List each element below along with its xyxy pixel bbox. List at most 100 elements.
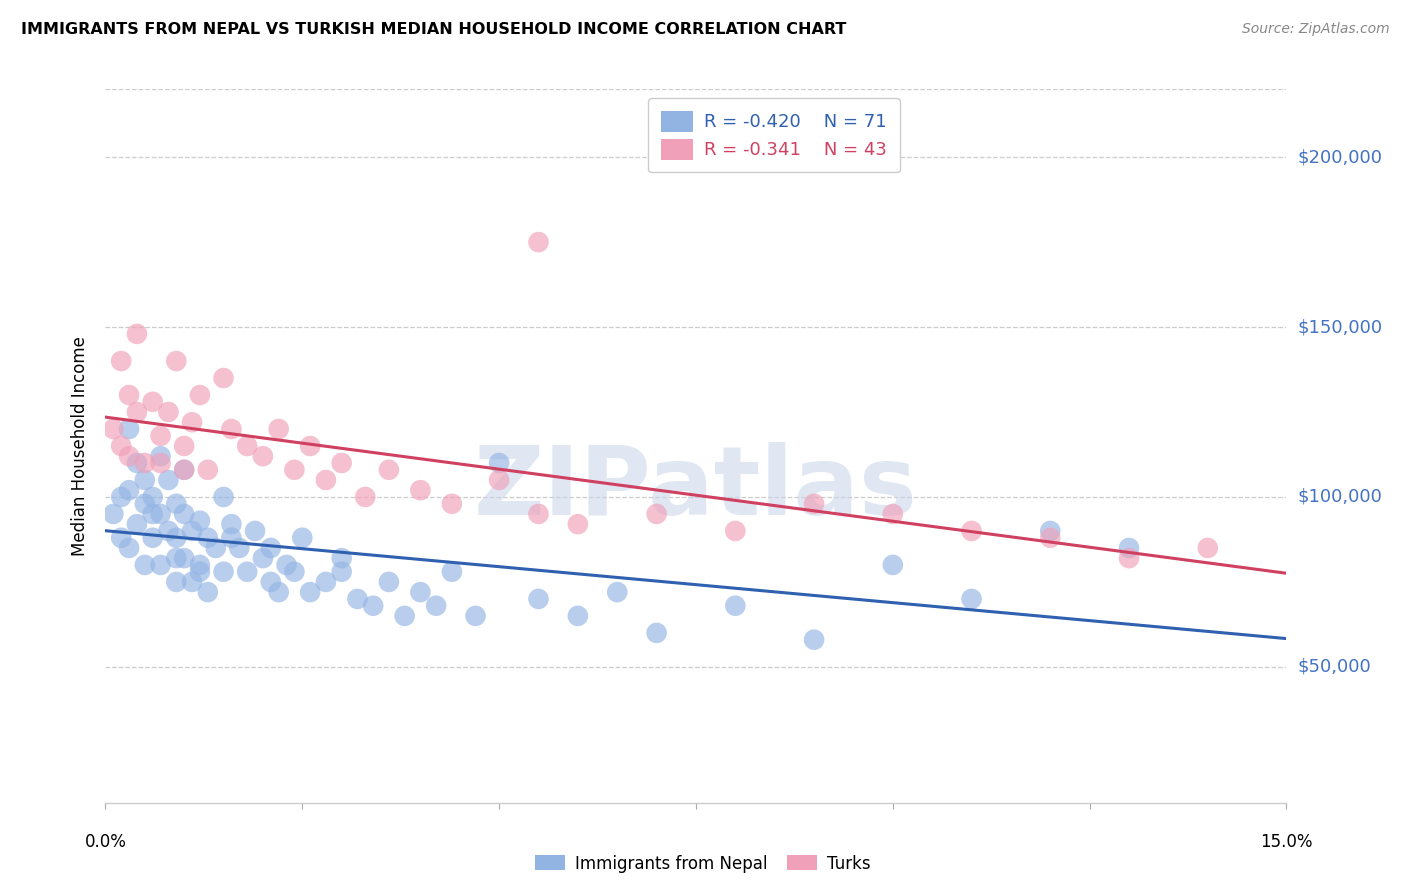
Point	[212, 565, 235, 579]
Point	[645, 507, 668, 521]
Point	[173, 507, 195, 521]
Point	[252, 449, 274, 463]
Point	[1039, 524, 1062, 538]
Point	[361, 599, 384, 613]
Point	[103, 422, 125, 436]
Point	[125, 326, 148, 341]
Point	[354, 490, 377, 504]
Point	[409, 483, 432, 498]
Point	[125, 405, 148, 419]
Point	[110, 490, 132, 504]
Text: ZIPatlas: ZIPatlas	[474, 442, 918, 535]
Point	[188, 514, 211, 528]
Point	[165, 497, 187, 511]
Point	[527, 507, 550, 521]
Text: $100,000: $100,000	[1298, 488, 1382, 506]
Text: $50,000: $50,000	[1298, 658, 1371, 676]
Point	[236, 439, 259, 453]
Point	[142, 507, 165, 521]
Point	[960, 591, 983, 606]
Y-axis label: Median Household Income: Median Household Income	[72, 336, 90, 556]
Point	[527, 235, 550, 249]
Point	[291, 531, 314, 545]
Point	[645, 626, 668, 640]
Point	[110, 531, 132, 545]
Point	[149, 558, 172, 572]
Point	[724, 599, 747, 613]
Point	[1197, 541, 1219, 555]
Point	[567, 517, 589, 532]
Point	[724, 524, 747, 538]
Point	[134, 473, 156, 487]
Point	[157, 405, 180, 419]
Point	[157, 473, 180, 487]
Point	[803, 497, 825, 511]
Point	[110, 439, 132, 453]
Point	[1118, 541, 1140, 555]
Point	[165, 354, 187, 368]
Point	[330, 551, 353, 566]
Text: 15.0%: 15.0%	[1260, 833, 1313, 851]
Point	[378, 463, 401, 477]
Point	[134, 456, 156, 470]
Point	[260, 541, 283, 555]
Point	[315, 574, 337, 589]
Point	[1039, 531, 1062, 545]
Point	[882, 507, 904, 521]
Point	[142, 531, 165, 545]
Point	[118, 449, 141, 463]
Point	[425, 599, 447, 613]
Point	[188, 565, 211, 579]
Point	[197, 531, 219, 545]
Point	[134, 558, 156, 572]
Point	[283, 463, 305, 477]
Point	[188, 558, 211, 572]
Point	[221, 517, 243, 532]
Point	[567, 608, 589, 623]
Point	[149, 507, 172, 521]
Point	[409, 585, 432, 599]
Text: Source: ZipAtlas.com: Source: ZipAtlas.com	[1241, 22, 1389, 37]
Text: IMMIGRANTS FROM NEPAL VS TURKISH MEDIAN HOUSEHOLD INCOME CORRELATION CHART: IMMIGRANTS FROM NEPAL VS TURKISH MEDIAN …	[21, 22, 846, 37]
Point	[173, 463, 195, 477]
Point	[157, 524, 180, 538]
Point	[165, 551, 187, 566]
Point	[134, 497, 156, 511]
Point	[125, 456, 148, 470]
Text: 0.0%: 0.0%	[84, 833, 127, 851]
Point	[1118, 551, 1140, 566]
Point	[212, 371, 235, 385]
Point	[204, 541, 226, 555]
Point	[149, 429, 172, 443]
Point	[149, 456, 172, 470]
Point	[394, 608, 416, 623]
Point	[173, 439, 195, 453]
Text: $150,000: $150,000	[1298, 318, 1382, 336]
Point	[346, 591, 368, 606]
Point	[882, 558, 904, 572]
Point	[181, 524, 204, 538]
Point	[527, 591, 550, 606]
Point	[267, 422, 290, 436]
Point	[173, 551, 195, 566]
Point	[118, 483, 141, 498]
Point	[252, 551, 274, 566]
Legend: R = -0.420    N = 71, R = -0.341    N = 43: R = -0.420 N = 71, R = -0.341 N = 43	[648, 98, 900, 172]
Point	[212, 490, 235, 504]
Point	[221, 422, 243, 436]
Point	[165, 574, 187, 589]
Point	[110, 354, 132, 368]
Point	[165, 531, 187, 545]
Point	[236, 565, 259, 579]
Point	[103, 507, 125, 521]
Point	[197, 585, 219, 599]
Point	[330, 456, 353, 470]
Point	[330, 565, 353, 579]
Point	[118, 541, 141, 555]
Point	[243, 524, 266, 538]
Point	[221, 531, 243, 545]
Point	[283, 565, 305, 579]
Point	[118, 422, 141, 436]
Point	[260, 574, 283, 589]
Point	[181, 574, 204, 589]
